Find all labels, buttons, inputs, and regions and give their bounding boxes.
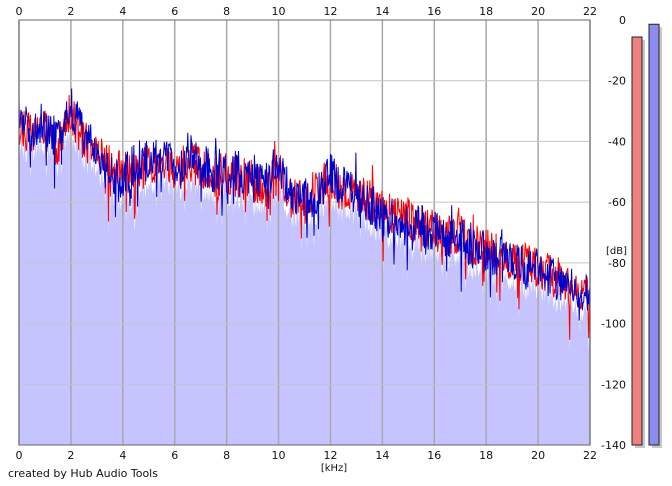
left-level-meter	[631, 36, 643, 446]
x-tick-label-bottom: 14	[375, 449, 389, 462]
x-tick-label-bottom: 12	[323, 449, 337, 462]
y-tick-label: -80	[608, 257, 626, 270]
y-tick-label: -20	[608, 75, 626, 88]
x-tick-label-bottom: 10	[272, 449, 286, 462]
x-tick-label-top: 18	[479, 5, 493, 18]
x-tick-label-bottom: 22	[583, 449, 597, 462]
x-tick-label-top: 2	[67, 5, 74, 18]
x-tick-label-top: 0	[16, 5, 23, 18]
x-tick-label-bottom: 6	[171, 449, 178, 462]
y-tick-label: 0	[619, 14, 626, 27]
x-tick-label-top: 4	[119, 5, 126, 18]
x-tick-label-top: 10	[272, 5, 286, 18]
x-tick-label-bottom: 0	[16, 449, 23, 462]
x-tick-label-bottom: 8	[223, 449, 230, 462]
x-tick-label-bottom: 2	[67, 449, 74, 462]
x-tick-label-top: 14	[375, 5, 389, 18]
x-tick-label-bottom: 18	[479, 449, 493, 462]
blue-series-line	[18, 88, 591, 321]
y-tick-label: -60	[608, 196, 626, 209]
y-tick-label: -120	[601, 378, 626, 391]
level-meters	[631, 23, 662, 448]
x-tick-label-top: 22	[583, 5, 597, 18]
x-tick-label-bottom: 4	[119, 449, 126, 462]
y-tick-label: -100	[601, 318, 626, 331]
plot-border	[18, 19, 591, 446]
spectrum-fill-area	[19, 118, 590, 445]
x-tick-label-top: 20	[531, 5, 545, 18]
spectrum-series	[18, 88, 591, 340]
x-tick-label-top: 8	[223, 5, 230, 18]
y-tick-label: -40	[608, 135, 626, 148]
x-tick-label-top: 12	[323, 5, 337, 18]
credit-text: created by Hub Audio Tools	[8, 467, 158, 480]
x-axis-label: [kHz]	[321, 463, 347, 474]
y-tick-label: -140	[601, 439, 626, 452]
y-axis-label: [dB]	[606, 246, 627, 257]
x-tick-label-bottom: 16	[427, 449, 441, 462]
x-tick-label-bottom: 20	[531, 449, 545, 462]
right-level-meter	[648, 23, 660, 446]
x-tick-label-top: 6	[171, 5, 178, 18]
y-tick-labels: 0 -20 -40 -60 -80 -100 -120 -140	[601, 14, 626, 452]
x-tick-label-top: 16	[427, 5, 441, 18]
